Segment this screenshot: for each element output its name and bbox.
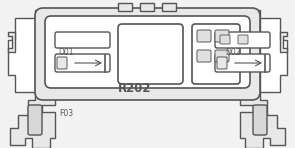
FancyBboxPatch shape — [192, 24, 240, 84]
FancyBboxPatch shape — [215, 50, 229, 62]
FancyBboxPatch shape — [220, 35, 230, 44]
FancyBboxPatch shape — [215, 32, 270, 48]
FancyBboxPatch shape — [45, 16, 250, 88]
Bar — [140, 3, 154, 11]
FancyBboxPatch shape — [197, 30, 211, 42]
Bar — [162, 3, 176, 11]
Polygon shape — [240, 10, 285, 148]
Bar — [118, 3, 132, 11]
FancyBboxPatch shape — [238, 35, 248, 44]
Polygon shape — [10, 10, 55, 148]
Polygon shape — [8, 32, 15, 52]
FancyBboxPatch shape — [215, 30, 229, 42]
FancyBboxPatch shape — [55, 32, 110, 48]
FancyBboxPatch shape — [215, 54, 270, 72]
FancyBboxPatch shape — [55, 54, 110, 72]
FancyBboxPatch shape — [35, 8, 260, 100]
Polygon shape — [260, 18, 287, 92]
FancyBboxPatch shape — [57, 57, 67, 69]
FancyBboxPatch shape — [118, 24, 183, 84]
Text: D01: D01 — [59, 48, 74, 57]
FancyBboxPatch shape — [28, 105, 42, 135]
FancyBboxPatch shape — [217, 57, 227, 69]
Polygon shape — [8, 18, 35, 92]
Polygon shape — [280, 32, 287, 52]
FancyBboxPatch shape — [253, 105, 267, 135]
Text: D02: D02 — [225, 48, 241, 57]
Text: F03: F03 — [59, 110, 73, 118]
FancyBboxPatch shape — [197, 50, 211, 62]
Text: R202: R202 — [117, 82, 151, 95]
